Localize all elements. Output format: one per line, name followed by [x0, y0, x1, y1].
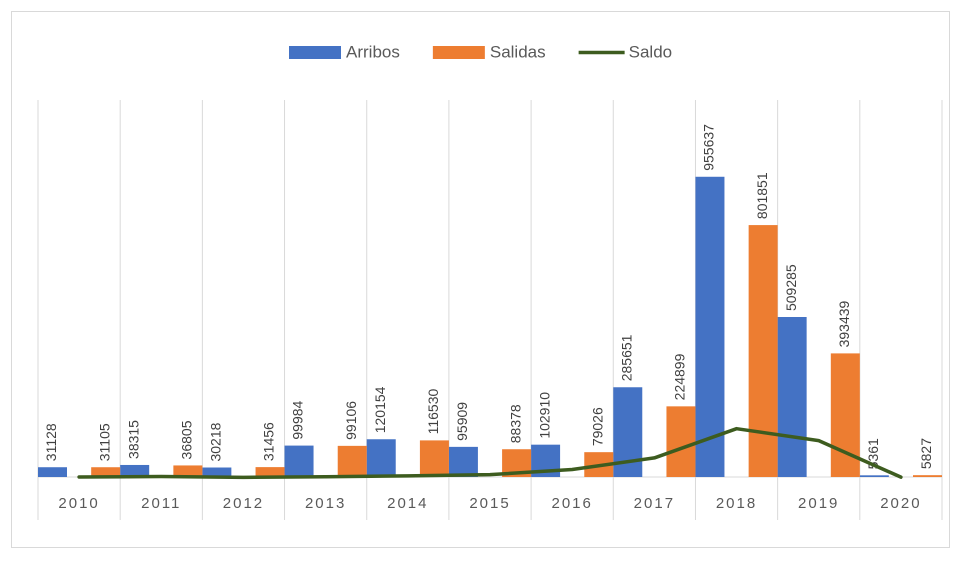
data-label: 102910 [536, 392, 552, 439]
x-tick-label: 2019 [798, 495, 839, 512]
data-label: 79026 [589, 407, 605, 446]
data-label: 801851 [754, 172, 770, 219]
bar [255, 467, 285, 477]
data-label: 31105 [96, 423, 112, 461]
bar [120, 464, 150, 477]
bar [91, 467, 121, 477]
data-label: 31456 [261, 422, 277, 461]
bar [913, 475, 942, 477]
x-tick-label: 2020 [880, 495, 921, 512]
data-label: 509285 [783, 264, 799, 311]
data-label: 393439 [836, 300, 852, 347]
legend-swatch [289, 46, 341, 59]
data-label: 99106 [343, 401, 359, 440]
data-label: 116530 [425, 388, 441, 434]
data-label: 120154 [372, 386, 388, 433]
data-label: 38315 [125, 420, 141, 459]
legend-swatch [432, 46, 485, 59]
line [77, 426, 903, 480]
legend-label: Arribos [346, 42, 400, 61]
x-tick-label: 2017 [634, 495, 675, 512]
x-tick-label: 2015 [469, 495, 510, 512]
x-tick-label: 2011 [141, 495, 181, 512]
x-tick-label: 2013 [305, 495, 346, 512]
bar [448, 446, 478, 477]
data-label: 5827 [918, 438, 934, 469]
bar [173, 465, 203, 477]
bar [337, 445, 367, 477]
bar [859, 475, 889, 477]
data-label: 955637 [701, 124, 717, 171]
data-label: 30218 [208, 422, 224, 461]
bar [419, 440, 449, 477]
x-tick-label: 2014 [387, 495, 428, 512]
data-label: 285651 [618, 334, 634, 381]
data-label: 224899 [672, 353, 688, 400]
legend-label: Saldo [629, 42, 672, 61]
bar [202, 467, 232, 477]
data-label: 99984 [290, 400, 306, 439]
data-label: 31128 [43, 423, 59, 461]
x-tick-label: 2018 [716, 495, 757, 512]
x-tick-label: 2010 [58, 495, 99, 512]
bar [777, 316, 807, 477]
data-label: 36805 [179, 420, 195, 459]
bar [666, 406, 696, 477]
data-label: 95909 [454, 402, 470, 441]
bar [38, 467, 67, 477]
x-tick-label: 2016 [551, 495, 592, 512]
bar [748, 225, 778, 477]
bar [695, 176, 725, 478]
legend-label: Salidas [490, 42, 546, 61]
data-label: 88378 [507, 404, 523, 443]
chart-border [11, 11, 950, 548]
bar [366, 439, 396, 477]
bar [284, 445, 314, 477]
x-tick-label: 2012 [223, 495, 264, 512]
